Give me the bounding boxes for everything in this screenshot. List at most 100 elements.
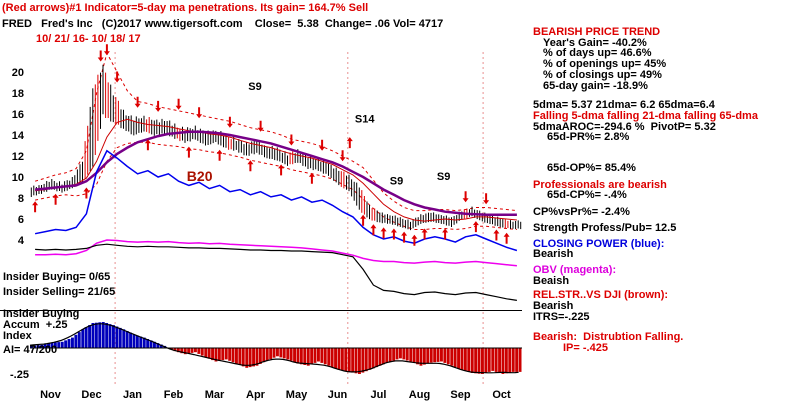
stat-line: Bearish: Distrubtion Falling. <box>533 331 684 344</box>
buy-arrow-icon <box>247 160 254 172</box>
signal-label: S9 <box>248 81 261 93</box>
x-axis-month: Aug <box>409 389 430 401</box>
x-axis-month: Sep <box>450 389 470 401</box>
buy-arrow-icon <box>144 139 151 151</box>
sell-arrow-icon <box>155 100 162 112</box>
accum-histogram <box>30 322 522 374</box>
stat-line: OBV (magenta): <box>533 263 617 276</box>
stat-line: Bearish <box>533 300 574 313</box>
stat-line: 65d-OP%= 85.4% <box>547 162 636 175</box>
upper-band <box>34 51 517 212</box>
lower-band <box>35 141 517 231</box>
buy-arrow-icon <box>442 228 449 240</box>
accum-smoothed-line <box>29 323 519 374</box>
sell-arrow-icon <box>114 71 121 83</box>
stat-line: 65-day gain= -18.9% <box>543 79 648 92</box>
stat-line: ITRS=-.225 <box>533 310 590 323</box>
sell-arrow-icon <box>339 150 346 162</box>
stat-line: Professionals are bearish <box>533 178 667 191</box>
stat-line: 65d-PR%= 2.8% <box>547 131 630 144</box>
accum-index-value: AI= 47/200 <box>3 344 58 356</box>
buy-arrow-icon <box>401 231 408 243</box>
stat-line: Falling 5-dma falling 21-dma falling 65-… <box>533 109 758 122</box>
buy-arrow-icon <box>390 228 397 240</box>
sell-arrow-icon <box>257 120 264 132</box>
rel-strength-line <box>35 243 517 301</box>
stat-line: CP%vsPr%= -2.4% <box>533 206 630 219</box>
accum-neg-scale-label: -.25 <box>10 369 29 381</box>
buy-arrow-icon <box>472 221 479 233</box>
accum-panel-title-3: Index <box>3 330 32 342</box>
x-axis-month: Feb <box>164 389 184 401</box>
sell-arrow-icon <box>319 139 326 151</box>
signal-label: S9 <box>390 175 403 187</box>
buy-arrow-icon <box>360 214 367 226</box>
stat-line: REL.STR..VS DJI (brown): <box>533 289 669 302</box>
buy-arrow-icon <box>52 193 59 205</box>
y-axis-label: 20 <box>12 67 24 79</box>
insider-selling-ratio: Insider Selling= 21/65 <box>3 286 116 298</box>
buy-arrow-icon <box>278 164 285 176</box>
x-axis-month: Jun <box>328 389 348 401</box>
indicator-header: (Red arrows)#1 Indicator=5-day ma penetr… <box>2 2 369 14</box>
signal-label: S14 <box>355 113 375 125</box>
sell-arrow-icon <box>483 193 490 205</box>
stat-line: Bearish <box>533 248 574 261</box>
ma65-line <box>34 130 517 217</box>
buy-arrow-icon <box>380 227 387 239</box>
insider-buying-ratio: Insider Buying= 0/65 <box>3 271 111 283</box>
buy-arrow-icon <box>411 234 418 246</box>
title-line: FRED Fred's Inc (C)2017 www.tigersoft.co… <box>2 18 444 30</box>
accum-panel-title-1: Insider Buying <box>3 308 80 320</box>
closing-power-line <box>34 149 518 252</box>
y-axis-label: 8 <box>18 193 24 205</box>
y-axis-label: 18 <box>12 88 24 100</box>
buy-arrow-icon <box>493 229 500 241</box>
x-axis-month: Apr <box>246 389 266 401</box>
signal-label: S9 <box>437 171 450 183</box>
stat-line: 5dmaAROC=-294.6 % PivotP= 5.32 <box>533 120 716 133</box>
x-axis-month: Oct <box>492 389 511 401</box>
buy-arrow-icon <box>308 172 315 184</box>
stat-line: 65d-CP%= -.4% <box>547 189 627 202</box>
buy-arrow-icon <box>32 201 39 213</box>
y-axis-label: 14 <box>12 130 25 142</box>
date-range: 10/ 21/ 16- 10/ 18/ 17 <box>36 33 141 45</box>
stat-line: Year's Gain= -40.2% <box>543 36 647 49</box>
stat-line: BEARISH PRICE TREND <box>533 26 661 38</box>
x-axis-month: Mar <box>205 389 225 401</box>
sell-arrow-icon <box>97 50 104 62</box>
stat-line: CLOSING POWER (blue): <box>533 237 665 250</box>
buy-arrow-icon <box>83 187 90 199</box>
x-axis-month: May <box>286 389 308 401</box>
stat-line: % of closings up= 49% <box>543 68 662 81</box>
sell-arrow-icon <box>288 134 295 146</box>
sell-arrow-icon <box>196 107 203 119</box>
sell-arrow-icon <box>462 191 469 203</box>
sell-arrow-icon <box>103 44 110 56</box>
accum-panel-title-2: Accum +.25 <box>3 319 68 331</box>
buy-arrow-icon <box>185 146 192 158</box>
stat-line: IP= -.425 <box>563 342 608 355</box>
x-axis-month: Jan <box>123 389 142 401</box>
sell-arrow-icon <box>226 116 233 128</box>
x-axis-month: Nov <box>40 389 62 401</box>
buy-arrow-icon <box>421 228 428 240</box>
stat-line: Strength Profess/Pub= 12.5 <box>533 221 677 234</box>
price-bars <box>30 64 522 231</box>
stat-line: % of openings up= 45% <box>543 58 667 71</box>
stock-chart-canvas: S9 S14 B20 S9 S9 20 18 16 14 12 10 8 6 4 Nov Dec Jan Feb M… <box>0 44 522 401</box>
buy-arrow-icon <box>216 149 223 161</box>
buy-arrow-icon <box>346 137 353 149</box>
signal-label: B20 <box>187 168 213 184</box>
buy-arrow-icon <box>370 224 377 236</box>
buy-arrow-icon <box>503 232 510 244</box>
x-axis-month: Jul <box>371 389 387 401</box>
y-axis-label: 16 <box>12 109 24 121</box>
sell-arrow-icon <box>175 98 182 110</box>
sell-arrow-icon <box>134 96 141 108</box>
stat-line: % of days up= 46.6% <box>543 47 652 60</box>
stat-line: Beaish <box>533 274 570 287</box>
ma21-line <box>35 118 517 222</box>
